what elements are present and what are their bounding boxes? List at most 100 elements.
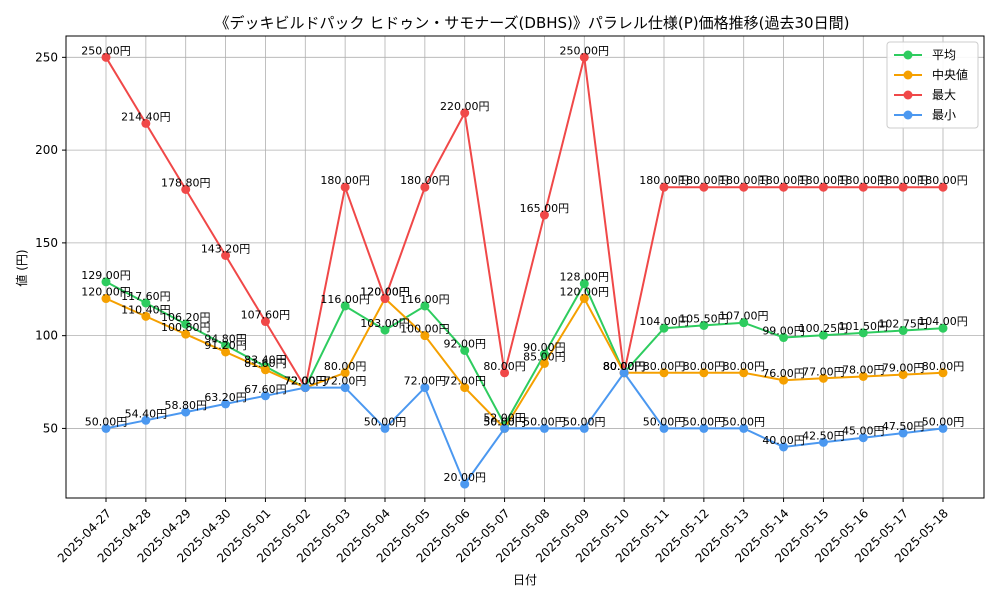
data-label: 106.20円 — [161, 311, 211, 324]
data-label: 214.40円 — [121, 110, 171, 123]
data-point — [739, 182, 749, 192]
data-point — [818, 373, 828, 383]
data-label: 99.00円 — [762, 325, 805, 338]
data-label: 180.00円 — [759, 174, 809, 187]
legend-entry: 中央値 — [894, 67, 968, 82]
data-point — [340, 383, 350, 393]
data-label: 178.80円 — [161, 176, 211, 189]
data-point — [818, 330, 828, 340]
data-point — [659, 182, 669, 192]
data-point — [460, 345, 470, 355]
data-label: 63.20円 — [204, 391, 247, 404]
legend-swatch-marker — [903, 70, 913, 80]
data-point — [300, 383, 310, 393]
data-point — [181, 319, 191, 329]
data-label: 80.00円 — [603, 360, 646, 373]
data-label: 72.00円 — [284, 375, 327, 388]
legend-entry: 平均 — [894, 48, 956, 62]
data-label: 107.00円 — [719, 310, 769, 323]
data-point — [101, 52, 111, 62]
data-label: 80.00円 — [643, 360, 686, 373]
data-label: 77.00円 — [802, 365, 845, 378]
data-label: 180.00円 — [679, 174, 729, 187]
data-label: 52.00円 — [483, 412, 526, 425]
data-point — [380, 294, 390, 304]
data-label: 78.00円 — [842, 363, 885, 376]
data-label: 81.60円 — [244, 357, 287, 370]
y-tick-label: 200 — [35, 143, 58, 157]
data-label: 67.60円 — [244, 383, 287, 396]
data-label: 72.00円 — [324, 375, 367, 388]
data-label: 72.00円 — [404, 375, 447, 388]
data-point — [221, 399, 231, 409]
data-label: 116.00円 — [320, 293, 370, 306]
data-point — [181, 184, 191, 194]
data-point — [141, 118, 151, 128]
data-label: 80.00円 — [483, 360, 526, 373]
grid-lines — [66, 36, 984, 498]
data-label: 100.00円 — [400, 323, 450, 336]
data-label: 58.80円 — [164, 399, 207, 412]
data-point — [500, 423, 510, 433]
series-line — [105, 371, 944, 487]
data-point — [221, 347, 231, 357]
data-point — [539, 210, 549, 220]
data-label: 107.60円 — [241, 309, 291, 322]
data-point — [181, 407, 191, 417]
data-label: 80.00円 — [603, 360, 646, 373]
data-point — [141, 311, 151, 321]
data-label: 180.00円 — [400, 174, 450, 187]
series-line — [105, 56, 943, 391]
data-point — [938, 182, 948, 192]
data-label: 100.80円 — [161, 321, 211, 334]
data-label: 50.00円 — [483, 415, 526, 428]
data-point — [420, 182, 430, 192]
data-label: 50.00円 — [364, 415, 407, 428]
data-label: 120.00円 — [360, 286, 410, 299]
legend-label: 中央値 — [932, 67, 968, 82]
data-point — [141, 415, 151, 425]
data-label: 50.00円 — [85, 415, 128, 428]
data-label: 47.50円 — [882, 420, 925, 433]
data-label: 110.40円 — [121, 303, 171, 316]
data-point — [380, 325, 390, 335]
y-tick-label: 50 — [43, 421, 58, 435]
legend-swatch-marker — [903, 90, 913, 100]
y-tick-label: 100 — [35, 329, 58, 343]
data-label: 117.60円 — [121, 290, 171, 303]
data-point — [460, 383, 470, 393]
data-label: 220.00円 — [440, 100, 490, 113]
data-label: 80.00円 — [922, 360, 965, 373]
data-point — [101, 294, 111, 304]
data-label: 50.00円 — [683, 415, 726, 428]
y-tick-label: 250 — [35, 50, 58, 64]
data-point — [579, 279, 589, 289]
legend-swatch-marker — [903, 50, 913, 60]
legend-box — [886, 41, 979, 129]
y-axis-ticks: 50 100 150 200 250 — [35, 50, 66, 435]
data-point — [539, 358, 549, 368]
data-point — [579, 423, 589, 433]
data-label: 80.00円 — [722, 360, 765, 373]
data-point — [659, 423, 669, 433]
data-point — [858, 371, 868, 381]
data-label: 120.00円 — [81, 286, 131, 299]
data-point — [619, 368, 629, 378]
data-point — [659, 323, 669, 333]
data-point — [380, 423, 390, 433]
legend-swatch-marker — [903, 110, 913, 120]
data-point — [420, 331, 430, 341]
data-label: 50.00円 — [722, 415, 765, 428]
data-label-layer: 129.00円 117.60円 106.20円 94.80円 83.40円 72.00円 1… — [81, 44, 968, 484]
data-label: 104.00円 — [639, 315, 689, 328]
data-label: 50.00円 — [563, 415, 606, 428]
data-label: 104.00円 — [918, 315, 968, 328]
data-point — [858, 433, 868, 443]
data-label: 91.20円 — [204, 339, 247, 352]
data-label: 85.00円 — [523, 350, 566, 363]
legend-entry: 最大 — [894, 88, 956, 102]
data-label: 120.00円 — [560, 286, 610, 299]
data-label: 120.00円 — [360, 286, 410, 299]
data-label: 116.00円 — [400, 293, 450, 306]
